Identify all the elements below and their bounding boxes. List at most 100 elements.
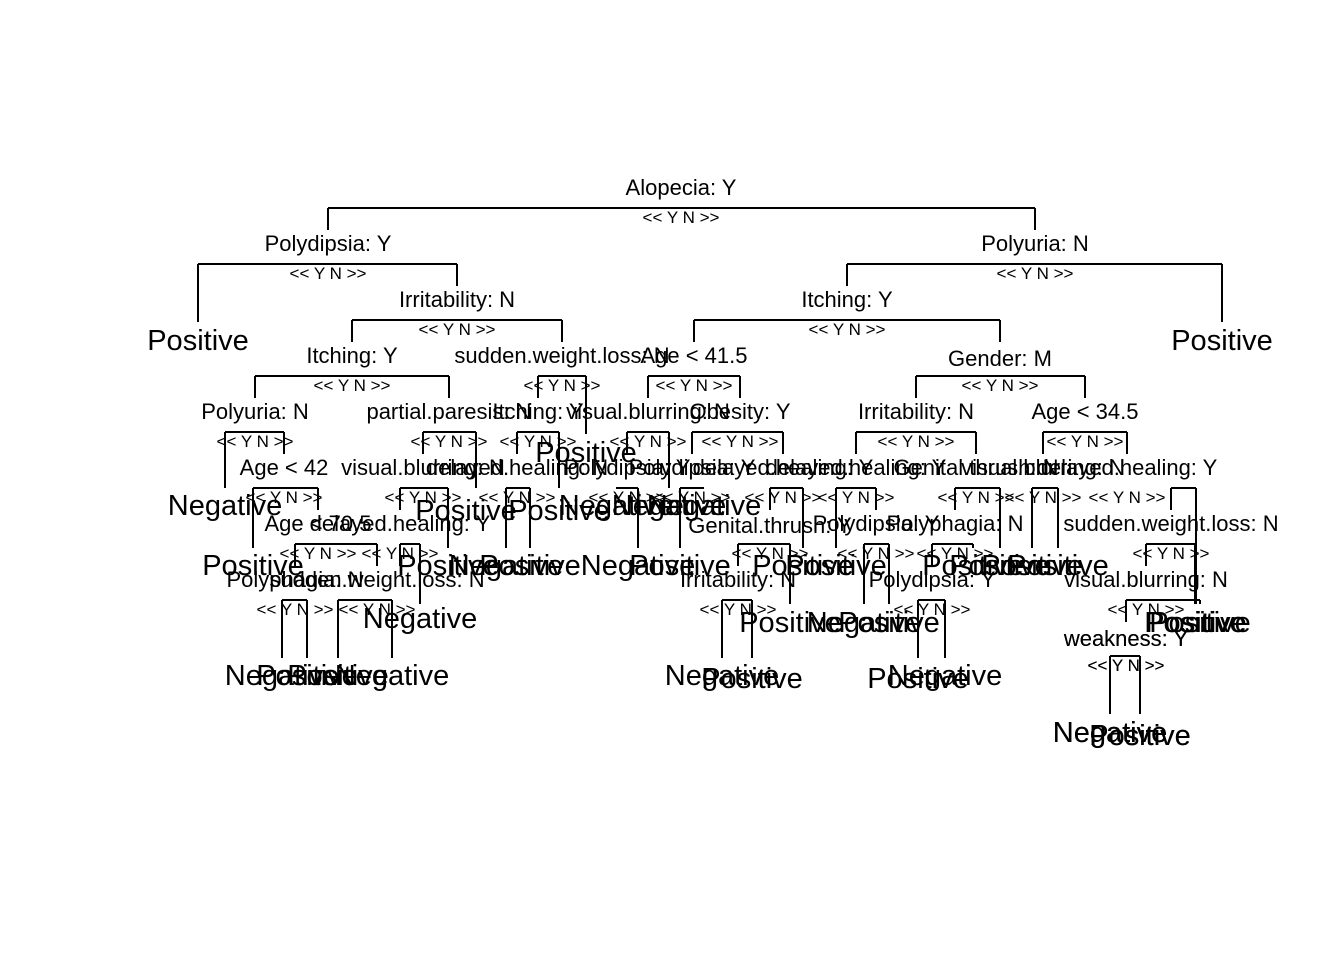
branch-direction-label: << Y N >> [643,208,720,227]
split-label: Age < 41.5 [640,343,747,368]
leaf-label: Positive [981,550,1083,582]
branch-direction-label: << Y N >> [1088,656,1165,675]
split-label: Polyphagia: N [887,511,1024,536]
split-label: Genital.thrush: Y [688,513,852,538]
branch-direction-label: << Y N >> [246,488,323,507]
branch-direction-label: << Y N >> [1047,432,1124,451]
split-label: delayed.healing: Y [1037,455,1218,480]
branch-direction-label: << Y N >> [1089,488,1166,507]
split-label: sudden.weight.loss: N [454,343,669,368]
branch-direction-label: << Y N >> [654,488,731,507]
branch-direction-label: << Y N >> [314,376,391,395]
leaf-label: Negative [168,490,282,522]
leaf-label: Positive [287,660,389,692]
split-label: Irritability: N [680,567,796,592]
leaf-label: Positive [1089,720,1191,752]
branch-direction-label: << Y N >> [362,544,439,563]
split-label: Polydipsia: Y [265,231,392,256]
split-label: Alopecia: Y [626,175,737,200]
split-label: Polyuria: N [981,231,1089,256]
split-label: delayed.healing: N [426,455,608,480]
leaf-label: Negative [335,660,449,692]
split-label: partial.paresis: N [366,399,531,424]
split-label: Gender: M [948,346,1052,371]
split-label: Itching: Y [306,343,398,368]
tree-edges [197,207,1223,714]
branch-direction-label: << Y N >> [1005,488,1082,507]
leaf-label: Negative [888,660,1002,692]
branch-direction-label: << Y N >> [838,544,915,563]
split-label: visual.blurring: N [341,455,505,480]
branch-direction-label: << Y N >> [524,376,601,395]
split-label: Genital.thrush: N [893,455,1058,480]
leaf-label: Positive [1144,607,1246,639]
leaf-label: Negative [1053,717,1167,749]
branch-direction-label: << Y N >> [479,488,556,507]
branch-direction-label: << Y N >> [385,488,462,507]
split-label: Polydipsia: Y [629,455,756,480]
leaf-label: Positive [479,550,581,582]
split-label: sudden.weight.loss: N [269,567,484,592]
branch-direction-label: << Y N >> [700,600,777,619]
split-label: Age < 70.5 [264,511,371,536]
split-label: visual.blurring: N [566,399,730,424]
split-label: delayed.healing: Y [766,455,947,480]
leaf-label: Positive [838,607,940,639]
leaf-label: Negative [581,550,695,582]
leaf-label: Positive [415,495,517,527]
split-label: visual.blurring: N [1064,567,1228,592]
branch-direction-label: << Y N >> [290,264,367,283]
leaf-label: Positive [1149,607,1251,639]
leaf-label: Positive [785,550,887,582]
split-label: Age < 42 [240,455,329,480]
split-label: delayed.healing: Y [310,511,491,536]
split-label: Polydipsia: Y [869,567,996,592]
split-label: delayed.healing: Y [693,455,874,480]
split-label: sudden.weight.loss: N [1063,511,1278,536]
branch-direction-label: << Y N >> [962,376,1039,395]
split-label: Itching: Y [492,399,584,424]
branch-direction-label: << Y N >> [589,488,666,507]
branch-direction-label: << Y N >> [938,488,1015,507]
leaf-label: Positive [701,663,803,695]
split-label: weakness: Y [1063,626,1189,651]
branch-direction-label: << Y N >> [894,600,971,619]
branch-direction-label: << Y N >> [702,432,779,451]
branch-direction-label: << Y N >> [280,544,357,563]
branch-direction-label: << Y N >> [1088,656,1165,675]
split-label: Polyuria: N [201,399,309,424]
leaf-label: Positive [1089,720,1191,752]
branch-direction-label: << Y N >> [818,488,895,507]
leaf-label: Positive [397,550,499,582]
split-label: Irritability: N [399,287,515,312]
branch-direction-label: << Y N >> [217,432,294,451]
split-label: Polydipsia: Y [813,511,940,536]
branch-direction-label: << Y N >> [500,432,577,451]
leaf-label: Positive [1145,607,1247,639]
leaf-label: Positive [1007,550,1109,582]
leaf-label: Negative [559,490,673,522]
leaf-label: Positive [202,550,304,582]
branch-direction-label: << Y N >> [257,600,334,619]
leaf-label: Positive [922,550,1024,582]
leaf-label: Negative [807,607,921,639]
leaf-label: Positive [752,550,854,582]
split-label: Polydipsia: Y [564,455,691,480]
leaf-label: Positive [949,550,1051,582]
leaf-label: Negative [225,660,339,692]
branch-direction-label: << Y N >> [1108,600,1185,619]
branch-direction-label: << Y N >> [419,320,496,339]
leaf-label: Negative [449,550,563,582]
split-label: visual.blurring: N [961,455,1125,480]
leaf-label: Positive [508,495,610,527]
leaf-label: Positive [256,660,358,692]
split-label: Itching: Y [801,287,893,312]
leaf-label: Negative [612,490,726,522]
branch-direction-label: << Y N >> [1133,544,1210,563]
leaf-label: Positive [867,663,969,695]
split-label: Obesity: Y [689,399,790,424]
leaf-label: Positive [739,607,841,639]
branch-direction-label: << Y N >> [745,488,822,507]
leaf-label: Negative [665,660,779,692]
